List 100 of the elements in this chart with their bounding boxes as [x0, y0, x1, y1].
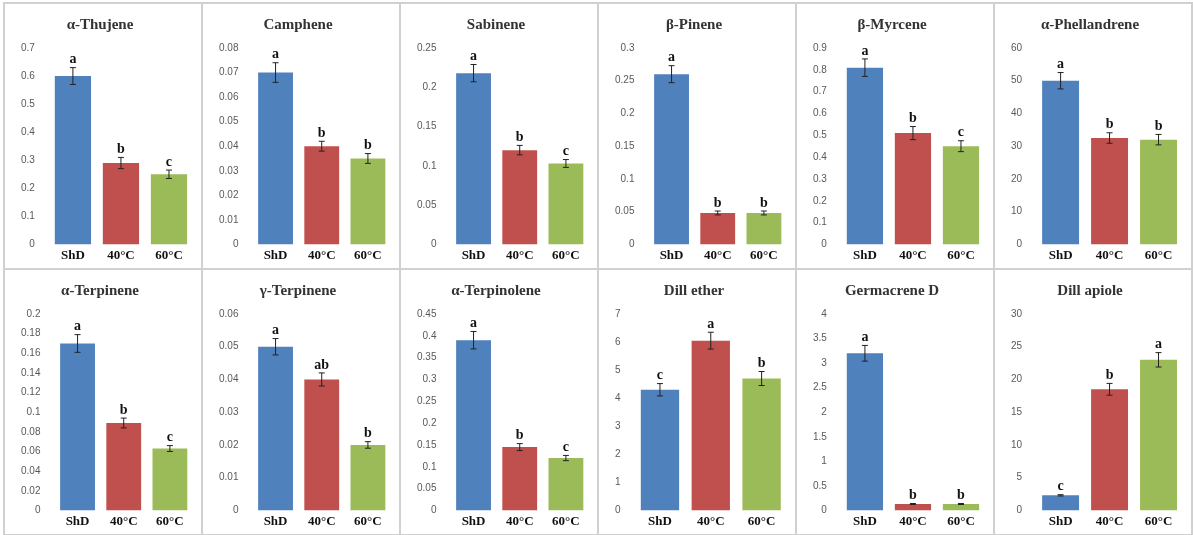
y-tick-label: 0.35 [416, 351, 437, 363]
annotation: c [562, 439, 570, 455]
y-tick-label: 1.5 [813, 430, 828, 442]
y-tick-label: 0.15 [416, 120, 437, 132]
bar [548, 458, 584, 511]
bar [1091, 138, 1129, 245]
y-tick-label: 0.4 [422, 329, 437, 341]
x-tick-label: 60°C [552, 512, 580, 528]
y-tick-label: 0.1 [21, 210, 36, 222]
y-tick-label: 0 [430, 238, 437, 250]
y-tick-label: 0.15 [416, 438, 437, 450]
annotation: b [757, 355, 766, 371]
y-tick-label: 0.02 [20, 484, 41, 496]
annotation: c [656, 367, 664, 383]
x-tick-label: 60°C [552, 246, 580, 262]
x-tick-label: 60°C [750, 246, 778, 262]
y-tick-label: 0.05 [416, 482, 437, 494]
y-tick-label: 0 [34, 504, 41, 516]
y-tick-label: 3 [615, 419, 621, 431]
y-tick-label: 0.1 [26, 405, 41, 417]
bar [894, 133, 932, 245]
x-tick-label: ShD [1048, 512, 1073, 528]
y-tick-label: 0.15 [614, 139, 635, 151]
annotation: c [165, 153, 173, 169]
y-tick-label: 0.06 [20, 445, 41, 457]
x-tick-label: 60°C [354, 512, 382, 528]
annotation: b [1105, 367, 1114, 382]
y-tick-label: 40 [1011, 107, 1023, 119]
bar [258, 346, 293, 511]
y-tick-label: 0.8 [813, 63, 828, 75]
y-tick-label: 0.5 [813, 129, 828, 141]
x-tick-label: ShD [1048, 246, 1073, 262]
x-tick-label: 40°C [899, 246, 927, 262]
y-tick-label: 0.2 [26, 307, 41, 319]
x-tick-label: 60°C [947, 512, 975, 528]
y-tick-label: 0.2 [422, 81, 437, 93]
x-tick-label: ShD [263, 512, 288, 528]
x-tick-label: 60°C [1144, 246, 1173, 262]
x-tick-label: 40°C [107, 246, 135, 262]
annotation: a [272, 322, 280, 338]
y-tick-label: 5 [615, 363, 621, 375]
bar [152, 448, 188, 511]
annotation: b [515, 427, 524, 443]
y-tick-label: 0 [1016, 504, 1023, 516]
y-tick-label: 4 [615, 391, 621, 403]
y-tick-label: 0.2 [422, 416, 437, 428]
bar [742, 378, 781, 511]
y-tick-label: 0.2 [620, 107, 635, 119]
bar [106, 423, 142, 511]
y-tick-label: 20 [1011, 172, 1023, 184]
bar [54, 76, 92, 245]
annotation: c [166, 429, 174, 445]
annotation: b [364, 137, 373, 153]
y-tick-label: 0.25 [416, 41, 437, 53]
x-tick-label: 60°C [354, 246, 382, 262]
annotation: b [317, 124, 326, 140]
bar [1140, 139, 1177, 245]
y-tick-label: 0.4 [813, 150, 828, 162]
y-tick-label: 0.12 [20, 386, 41, 398]
y-tick-label: 20 [1011, 373, 1023, 385]
y-tick-label: 50 [1011, 74, 1023, 86]
annotation: ab [314, 356, 330, 372]
y-tick-label: 4 [821, 307, 828, 319]
y-tick-label: 0 [1016, 238, 1023, 250]
y-tick-label: 0 [29, 238, 36, 250]
x-tick-label: ShD [648, 512, 672, 528]
x-tick-label: ShD [852, 246, 877, 262]
annotation: b [909, 487, 918, 503]
y-tick-label: 0.05 [614, 205, 635, 217]
bar [1042, 495, 1080, 511]
y-tick-label: 0.04 [20, 464, 41, 476]
y-tick-label: 0.25 [614, 74, 635, 86]
y-tick-label: 2 [821, 405, 828, 417]
y-tick-label: 1 [615, 476, 621, 488]
annotation: a [861, 42, 869, 58]
bar [502, 447, 538, 511]
annotation: b [957, 487, 966, 503]
y-tick-label: 0.01 [218, 213, 239, 225]
y-tick-label: 0.5 [813, 479, 828, 491]
y-tick-label: 0 [232, 238, 239, 250]
x-tick-label: ShD [461, 246, 486, 262]
x-tick-label: ShD [659, 246, 684, 262]
y-tick-label: 0.7 [813, 85, 828, 97]
x-tick-label: 40°C [109, 512, 138, 528]
y-tick-label: 0 [615, 504, 621, 516]
x-tick-label: ShD [263, 246, 288, 262]
y-tick-label: 3 [821, 356, 828, 368]
annotation: c [957, 124, 965, 140]
y-tick-label: 0.3 [813, 172, 828, 184]
annotation: a [861, 329, 869, 345]
y-tick-label: 10 [1011, 205, 1023, 217]
y-tick-label: 0 [628, 238, 635, 250]
y-tick-label: 0.1 [422, 460, 437, 472]
chart-title: Camphene [263, 15, 333, 32]
y-tick-label: 30 [1011, 307, 1023, 319]
y-tick-label: 1 [821, 455, 828, 467]
x-tick-label: 40°C [703, 246, 732, 262]
annotation: b [119, 401, 128, 417]
chart-title: Dill apiole [1057, 281, 1124, 298]
y-tick-label: 0.45 [416, 307, 437, 319]
